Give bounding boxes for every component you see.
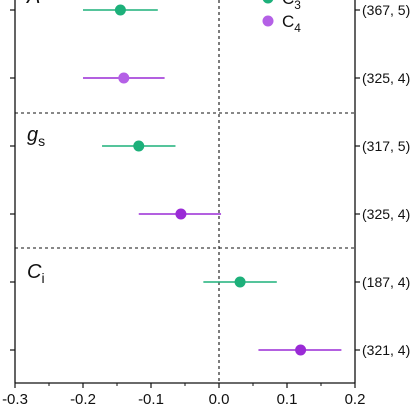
group-label-3-main: C [27,261,42,283]
legend-label-C3-main: C [282,0,294,8]
legend-marker-C3 [262,0,274,4]
estimate-point-C4 [175,208,187,220]
row-annotation: (325, 4) [362,206,410,222]
group-label-1: A [26,0,40,8]
row-annotation: (367, 5) [362,2,410,18]
estimate-point-C4 [295,344,307,356]
x-tick-label-3: 0.0 [209,391,230,408]
estimate-point-C4 [118,72,130,84]
row-annotation: (325, 4) [362,70,410,86]
estimate-point-C3 [133,140,145,152]
row-annotation: (321, 4) [362,342,410,358]
row-annotation: (187, 4) [362,274,410,290]
legend-label-C4-sub: 4 [294,21,301,35]
x-tick-label-0: -0.3 [2,391,28,408]
x-tick-label-2: -0.1 [138,391,164,408]
group-label-2-main: g [27,124,38,146]
group-label-3: Ci [27,261,45,286]
estimate-point-C3 [234,276,246,288]
group-label-1-main: A [26,0,40,8]
group-label-2-sub: s [38,133,45,149]
estimate-point-C3 [114,4,126,16]
group-label-2: gs [27,124,45,149]
legend-marker-C4 [262,15,274,27]
legend-label-C3: C3 [282,0,301,12]
group-label-3-sub: i [41,270,44,286]
x-tick-label-5: 0.2 [345,391,366,408]
row-annotation: (317, 5) [362,138,410,154]
legend-label-C4-main: C [282,12,294,31]
legend-label-C3-sub: 3 [294,0,301,12]
x-tick-label-1: -0.2 [70,391,96,408]
x-tick-label-4: 0.1 [277,391,298,408]
legend-label-C4: C4 [282,12,301,35]
